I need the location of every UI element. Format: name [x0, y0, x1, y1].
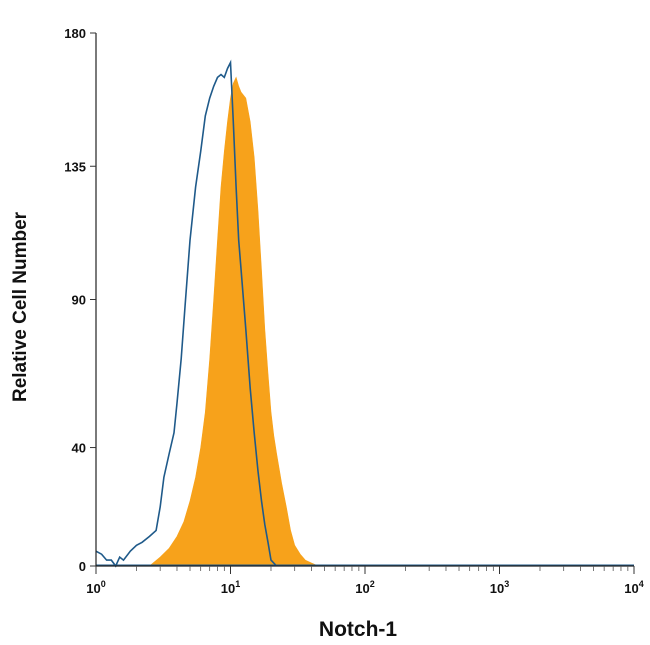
x-tick-label: 103: [490, 579, 509, 596]
labels-layer: 0 40 90 135 180 100 101 102 103 104: [64, 26, 643, 596]
x-tick-label: 101: [221, 579, 240, 596]
y-tick-label: 90: [72, 293, 86, 308]
y-tick-label: 135: [64, 159, 86, 174]
series-filled-histogram: [148, 76, 319, 567]
y-tick-label: 40: [72, 441, 86, 456]
x-axis-title: Notch-1: [319, 618, 397, 641]
ticks-layer: [90, 32, 635, 574]
series-outline-histogram: [95, 59, 278, 568]
y-axis-title: Relative Cell Number: [10, 211, 31, 402]
x-tick-label: 100: [86, 579, 105, 596]
x-tick-label: 104: [624, 579, 643, 596]
axes-layer: [95, 33, 634, 567]
y-tick-label: 180: [64, 26, 86, 41]
series-layer: [95, 59, 634, 568]
x-tick-label: 102: [355, 579, 374, 596]
y-tick-label: 0: [79, 559, 86, 574]
